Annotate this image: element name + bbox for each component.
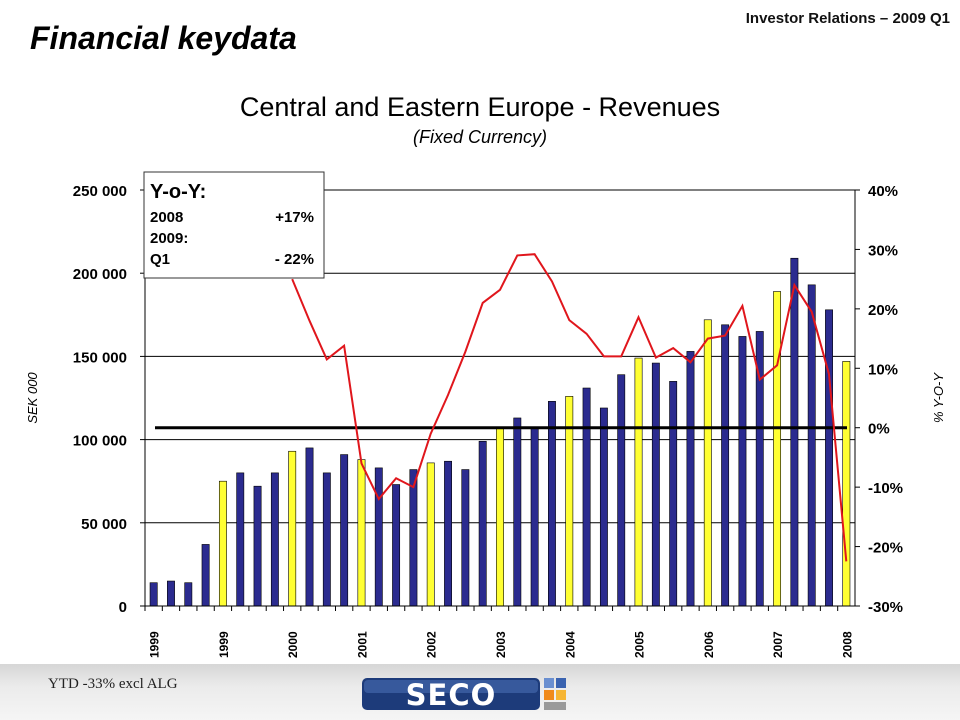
bar xyxy=(790,257,799,607)
chart-title: Central and Eastern Europe - Revenues xyxy=(240,92,720,122)
bar xyxy=(184,582,193,607)
bar xyxy=(669,381,678,607)
bar xyxy=(478,440,487,607)
bar xyxy=(842,361,851,607)
annotation-value: - 22% xyxy=(275,251,314,268)
y2-tick-label: -30% xyxy=(868,599,903,616)
bar xyxy=(270,472,279,607)
x-year-label: 2005 xyxy=(633,631,647,658)
bar xyxy=(444,460,452,607)
bar xyxy=(357,459,366,607)
bar xyxy=(773,291,782,607)
bar xyxy=(807,284,816,607)
footnote: YTD -33% excl ALG xyxy=(48,676,178,692)
y2-tick-label: 30% xyxy=(868,242,898,259)
bar xyxy=(634,357,643,607)
bar xyxy=(461,469,470,607)
x-year-label: 2007 xyxy=(771,631,785,658)
bar xyxy=(409,469,418,607)
bar xyxy=(703,319,712,607)
bar xyxy=(651,362,660,607)
bar xyxy=(825,309,833,607)
bar xyxy=(721,324,730,607)
bar xyxy=(218,480,227,607)
annotation-label: 2009: xyxy=(150,230,188,247)
seco-logo: SECO xyxy=(362,678,566,712)
bar xyxy=(582,387,591,607)
y2-tick-label: -20% xyxy=(868,540,903,557)
y-tick-label: 0 xyxy=(119,599,127,616)
x-year-label: 2001 xyxy=(355,631,369,658)
bar xyxy=(599,407,608,607)
bar xyxy=(426,462,435,607)
y-tick-label: 250 000 xyxy=(73,183,127,200)
bar xyxy=(305,447,314,607)
annotation-label: 2008 xyxy=(150,209,183,226)
x-year-label: 1999 xyxy=(217,631,231,658)
bar xyxy=(738,336,747,607)
bar xyxy=(374,467,383,607)
yoy-line xyxy=(291,253,848,562)
bar xyxy=(322,472,331,607)
y2-tick-label: 40% xyxy=(868,183,898,200)
bar xyxy=(236,472,245,607)
x-year-label: 2000 xyxy=(286,631,300,658)
y2-tick-label: -10% xyxy=(868,480,903,497)
bar xyxy=(530,427,539,607)
bar xyxy=(392,484,401,607)
annotation-box xyxy=(143,171,325,279)
logo-text: SECO xyxy=(406,678,497,712)
annotation-label: Q1 xyxy=(150,251,170,268)
chart-subtitle: (Fixed Currency) xyxy=(413,127,547,147)
y2-tick-label: 20% xyxy=(868,302,898,319)
bar xyxy=(548,401,556,607)
y-tick-label: 50 000 xyxy=(81,516,127,533)
x-year-label: 2003 xyxy=(494,631,508,658)
annotation-value: +17% xyxy=(275,209,314,226)
annotation-heading: Y-o-Y: xyxy=(150,181,206,203)
bar xyxy=(288,450,297,607)
y2-tick-label: 10% xyxy=(868,361,898,378)
page-title: Financial keydata xyxy=(30,20,297,56)
bar xyxy=(617,374,626,607)
y-tick-label: 200 000 xyxy=(73,266,127,283)
bar xyxy=(513,417,522,607)
x-year-label: 2006 xyxy=(702,631,716,658)
bar xyxy=(686,351,695,607)
y2-tick-label: 0% xyxy=(868,421,890,438)
header-context: Investor Relations – 2009 Q1 xyxy=(745,10,950,27)
bar xyxy=(149,582,158,607)
y-tick-label: 150 000 xyxy=(73,349,127,366)
x-year-label: 2004 xyxy=(563,631,577,658)
revenue-chart: Central and Eastern Europe - Revenues (Fi… xyxy=(25,92,946,658)
bar xyxy=(253,485,262,607)
bar xyxy=(496,427,504,607)
y-tick-label: 100 000 xyxy=(73,433,127,450)
bar xyxy=(201,544,210,607)
x-year-label: 2002 xyxy=(425,631,439,658)
y-axis-title: SEK 000 xyxy=(25,372,40,424)
bar xyxy=(167,580,175,607)
bar xyxy=(340,454,349,607)
x-year-label: 1999 xyxy=(148,631,162,658)
y2-axis-title: % Y-O-Y xyxy=(931,372,946,423)
x-year-label: 2008 xyxy=(840,631,854,658)
